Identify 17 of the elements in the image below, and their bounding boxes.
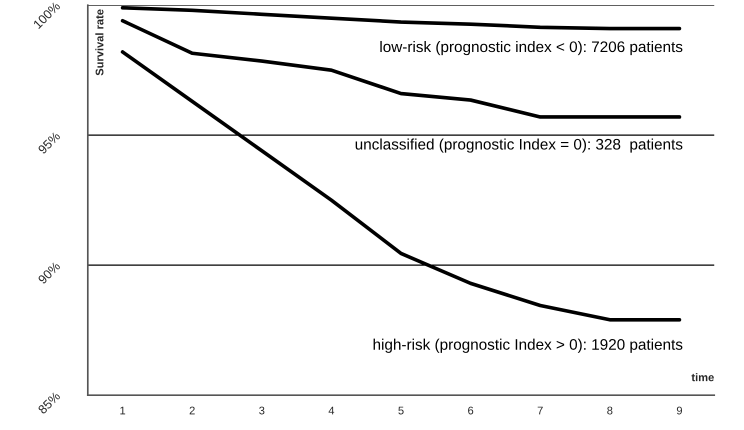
y-axis-title: Survival rate bbox=[95, 9, 104, 76]
x-tick-label: 5 bbox=[398, 406, 404, 414]
x-tick-label: 7 bbox=[538, 406, 543, 414]
y-tick-label: 95% bbox=[38, 131, 61, 154]
series-label: high-risk (prognostic Index > 0): 1920 patients bbox=[374, 338, 682, 353]
x-tick-label: 1 bbox=[120, 406, 126, 414]
x-tick-label: 6 bbox=[468, 406, 474, 414]
series-label: unclassified (prognostic Index = 0): 328 patients bbox=[356, 138, 682, 153]
x-tick-label: 9 bbox=[676, 406, 682, 414]
y-tick-label: 85% bbox=[37, 391, 61, 414]
x-tick-label: 3 bbox=[259, 406, 264, 414]
x-tick-label: 4 bbox=[328, 406, 334, 414]
x-tick-label: 2 bbox=[190, 406, 195, 414]
x-axis-title: time bbox=[692, 373, 714, 382]
x-tick-label: 8 bbox=[607, 406, 612, 414]
series-label: low-risk (prognostic index < 0): 7206 patients bbox=[380, 40, 682, 56]
y-tick-label: 90% bbox=[38, 261, 61, 284]
